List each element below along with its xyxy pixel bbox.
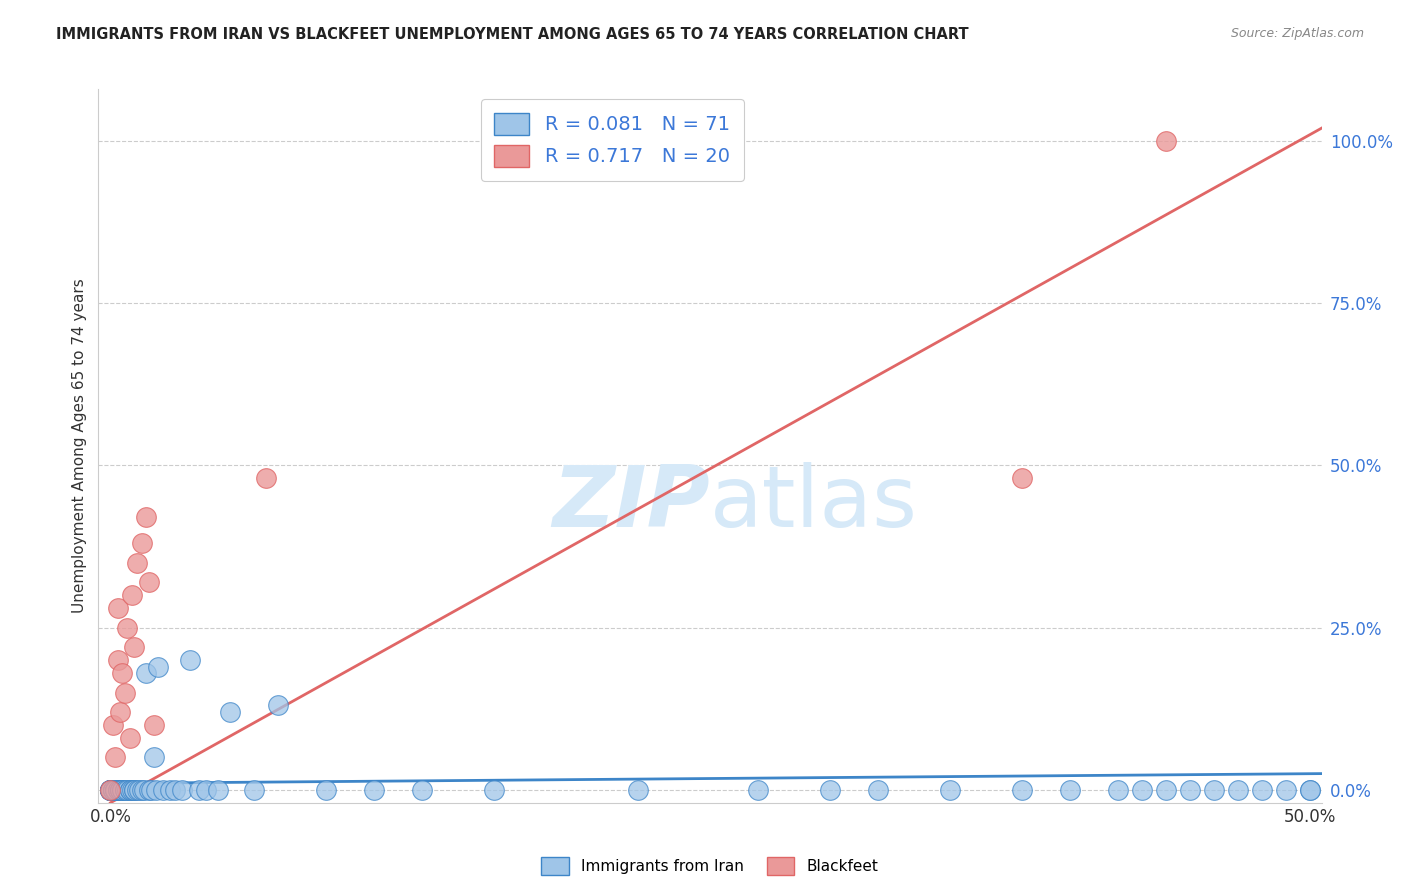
Y-axis label: Unemployment Among Ages 65 to 74 years: Unemployment Among Ages 65 to 74 years: [72, 278, 87, 614]
Point: [108, 705, 131, 719]
Point: [101, 782, 124, 797]
Point: [128, 782, 150, 797]
Point: [159, 782, 181, 797]
Point: [866, 782, 889, 797]
Point: [115, 621, 138, 635]
Point: [101, 718, 124, 732]
Point: [142, 750, 165, 764]
Point: [627, 782, 650, 797]
Point: [132, 782, 155, 797]
Point: [1298, 782, 1320, 797]
Point: [207, 782, 229, 797]
Point: [165, 782, 187, 797]
Point: [939, 782, 962, 797]
Point: [114, 782, 136, 797]
Point: [111, 666, 134, 681]
Point: [131, 782, 153, 797]
Point: [100, 782, 122, 797]
Point: [100, 782, 122, 797]
Point: [104, 782, 127, 797]
Point: [818, 782, 841, 797]
Point: [118, 782, 141, 797]
Point: [1011, 471, 1033, 485]
Point: [145, 782, 167, 797]
Point: [254, 471, 277, 485]
Text: IMMIGRANTS FROM IRAN VS BLACKFEET UNEMPLOYMENT AMONG AGES 65 TO 74 YEARS CORRELA: IMMIGRANTS FROM IRAN VS BLACKFEET UNEMPL…: [56, 27, 969, 42]
Point: [747, 782, 769, 797]
Point: [100, 782, 122, 797]
Point: [121, 588, 143, 602]
Point: [1250, 782, 1272, 797]
Point: [104, 750, 127, 764]
Point: [179, 653, 201, 667]
Point: [100, 782, 122, 797]
Point: [111, 782, 134, 797]
Point: [172, 782, 194, 797]
Point: [1107, 782, 1129, 797]
Point: [101, 782, 124, 797]
Point: [107, 653, 129, 667]
Point: [107, 782, 129, 797]
Point: [108, 782, 131, 797]
Point: [124, 782, 146, 797]
Text: ZIP: ZIP: [553, 461, 710, 545]
Point: [1154, 134, 1177, 148]
Point: [125, 782, 148, 797]
Point: [188, 782, 211, 797]
Point: [124, 640, 146, 654]
Point: [104, 782, 127, 797]
Point: [1154, 782, 1177, 797]
Point: [138, 575, 160, 590]
Point: [482, 782, 505, 797]
Point: [1011, 782, 1033, 797]
Point: [100, 782, 122, 797]
Point: [141, 782, 163, 797]
Point: [315, 782, 337, 797]
Point: [108, 782, 131, 797]
Point: [131, 536, 153, 550]
Point: [142, 718, 165, 732]
Point: [1226, 782, 1249, 797]
Legend: Immigrants from Iran, Blackfeet: Immigrants from Iran, Blackfeet: [536, 851, 884, 880]
Point: [1178, 782, 1201, 797]
Point: [107, 782, 129, 797]
Point: [1059, 782, 1081, 797]
Point: [111, 782, 134, 797]
Point: [124, 782, 146, 797]
Point: [100, 782, 122, 797]
Point: [267, 698, 290, 713]
Point: [148, 659, 170, 673]
Point: [107, 601, 129, 615]
Point: [1130, 782, 1153, 797]
Point: [121, 782, 143, 797]
Point: [115, 782, 138, 797]
Point: [100, 782, 122, 797]
Point: [138, 782, 160, 797]
Text: atlas: atlas: [710, 461, 918, 545]
Point: [104, 782, 127, 797]
Point: [1298, 782, 1320, 797]
Point: [195, 782, 218, 797]
Point: [243, 782, 266, 797]
Point: [101, 782, 124, 797]
Point: [135, 510, 157, 524]
Point: [100, 782, 122, 797]
Point: [125, 556, 148, 570]
Point: [118, 731, 141, 745]
Point: [219, 705, 242, 719]
Point: [152, 782, 174, 797]
Point: [114, 782, 136, 797]
Point: [1274, 782, 1296, 797]
Point: [114, 685, 136, 699]
Point: [363, 782, 385, 797]
Point: [108, 782, 131, 797]
Point: [1202, 782, 1225, 797]
Point: [411, 782, 433, 797]
Point: [118, 782, 141, 797]
Text: Source: ZipAtlas.com: Source: ZipAtlas.com: [1230, 27, 1364, 40]
Point: [100, 782, 122, 797]
Point: [135, 666, 157, 681]
